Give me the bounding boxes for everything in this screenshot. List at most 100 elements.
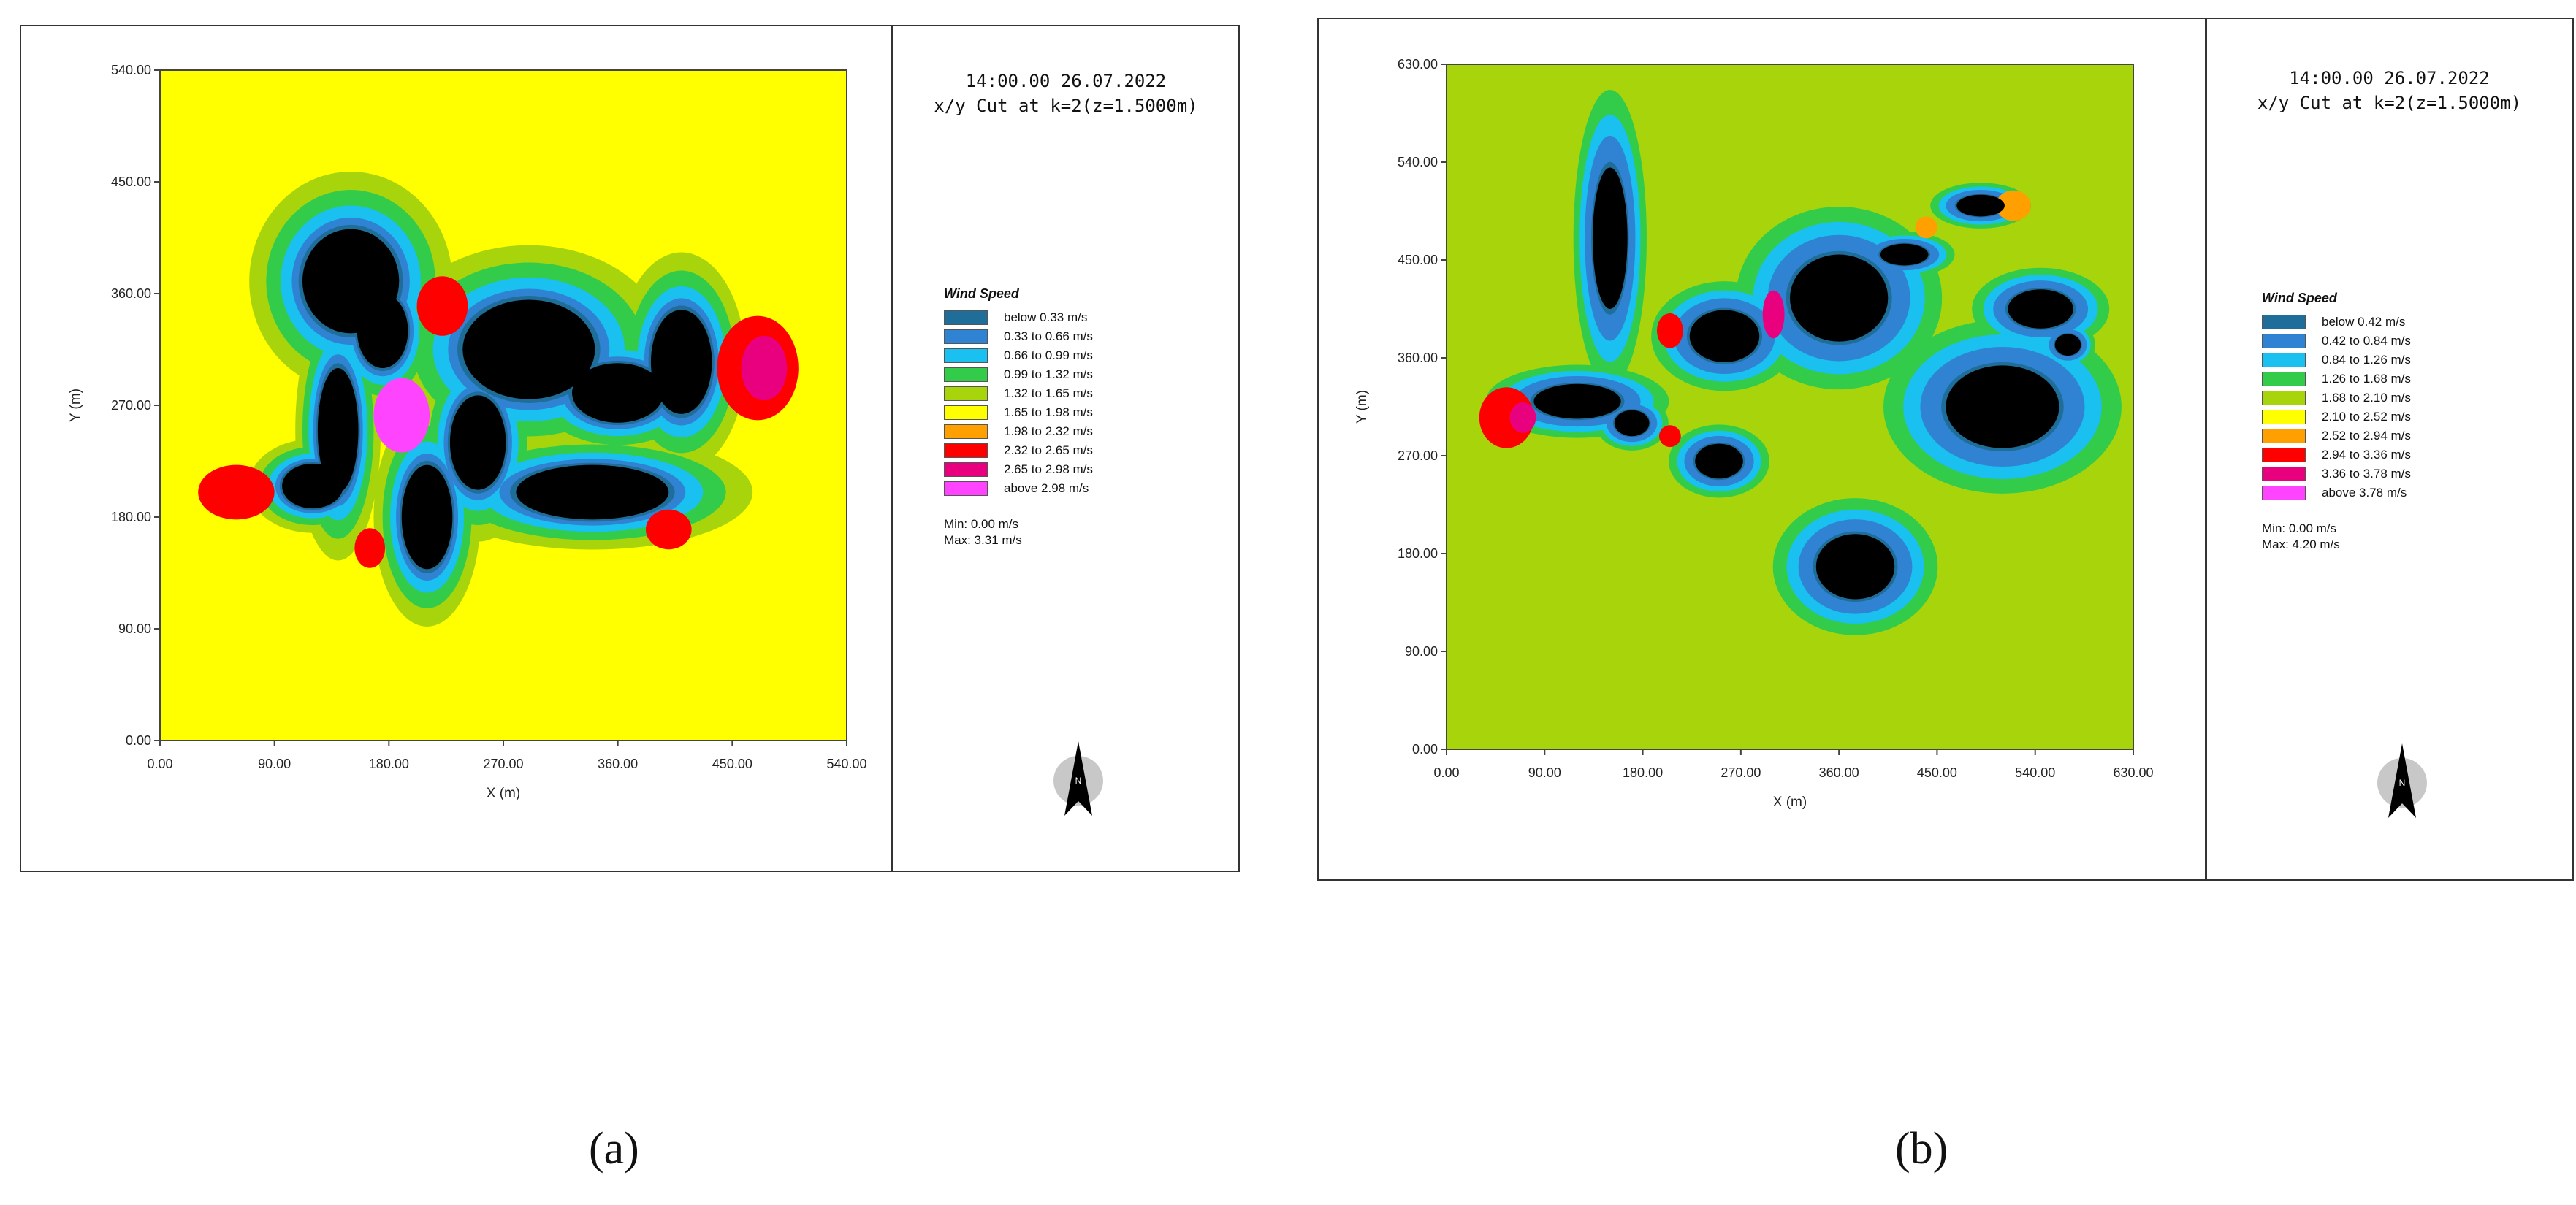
x-tick-label: 90.00	[1528, 765, 1561, 780]
legend-label: 0.84 to 1.26 m/s	[2322, 353, 2411, 367]
legend-swatch	[2262, 391, 2306, 405]
legend-entry: 1.32 to 1.65 m/s	[944, 385, 1093, 402]
building	[1695, 443, 1743, 479]
y-tick-label: 180.00	[1398, 546, 1438, 561]
legend-swatch	[944, 329, 988, 344]
legend-entry: 1.98 to 2.32 m/s	[944, 423, 1093, 440]
y-tick-label: 360.00	[111, 286, 151, 301]
legend-rows: below 0.42 m/s 0.42 to 0.84 m/s 0.84 to 1.…	[2262, 313, 2411, 502]
min-max: Min: 0.00 m/s Max: 3.31 m/s	[944, 516, 1093, 548]
hotspot	[1996, 190, 2031, 221]
x-axis-label: X (m)	[487, 786, 520, 801]
legend-rows: below 0.33 m/s 0.33 to 0.66 m/s 0.66 to 0.…	[944, 309, 1093, 497]
legend-swatch	[944, 424, 988, 439]
x-tick-label: 450.00	[1917, 765, 1957, 780]
x-tick-label: 90.00	[258, 757, 291, 771]
building	[1592, 167, 1628, 309]
legend-entry: 2.32 to 2.65 m/s	[944, 442, 1093, 459]
building	[1946, 365, 2059, 448]
y-tick-label: 270.00	[1398, 448, 1438, 463]
legend-swatch	[944, 367, 988, 382]
building	[1880, 243, 1929, 266]
legend-entry: 0.66 to 0.99 m/s	[944, 347, 1093, 364]
panel-divider	[891, 26, 893, 871]
hotspot	[354, 528, 386, 568]
x-tick-label: 450.00	[712, 757, 752, 771]
hotspot	[198, 464, 275, 520]
max-value: Max: 3.31 m/s	[944, 533, 1022, 547]
building	[572, 363, 664, 423]
cut-text: x/y Cut at k=2(z=1.5000m)	[934, 96, 1198, 116]
y-tick-label: 630.00	[1398, 57, 1438, 72]
max-value: Max: 4.20 m/s	[2262, 538, 2340, 551]
svg-text:N: N	[2399, 778, 2406, 788]
building	[650, 310, 712, 414]
min-max: Min: 0.00 m/s Max: 4.20 m/s	[2262, 521, 2411, 553]
x-tick-label: 540.00	[826, 757, 866, 771]
north-arrow-icon: N	[2377, 743, 2427, 818]
building	[2008, 289, 2073, 329]
legend-label: 2.10 to 2.52 m/s	[2322, 410, 2411, 424]
legend-entry: 2.94 to 3.36 m/s	[2262, 446, 2411, 464]
y-tick-label: 450.00	[111, 175, 151, 189]
legend-entry: 2.10 to 2.52 m/s	[2262, 408, 2411, 426]
x-tick-label: 270.00	[483, 757, 523, 771]
legend-entry: below 0.33 m/s	[944, 309, 1093, 326]
x-axis-label: X (m)	[1773, 795, 1807, 810]
building	[357, 294, 408, 368]
hotspot	[741, 335, 788, 401]
timestamp-text: 14:00.00 26.07.2022	[965, 71, 1167, 91]
cut-text: x/y Cut at k=2(z=1.5000m)	[2257, 93, 2522, 113]
legend-b: Wind Speed below 0.42 m/s 0.42 to 0.84 m/…	[2262, 291, 2411, 553]
y-tick-label: 90.00	[118, 621, 151, 636]
legend-label: 1.98 to 2.32 m/s	[1004, 424, 1093, 438]
y-tick-label: 540.00	[111, 63, 151, 77]
legend-label: below 0.33 m/s	[1004, 310, 1088, 324]
legend-entry: 2.52 to 2.94 m/s	[2262, 427, 2411, 445]
heatmap-plot-b: 0.00 90.00 180.00 270.00 360.00 450.00 540.00 6…	[1354, 57, 2154, 810]
panel-divider	[2205, 19, 2207, 879]
x-tick-label: 270.00	[1720, 765, 1761, 780]
legend-swatch	[2262, 467, 2306, 481]
building	[1689, 310, 1760, 362]
building	[1614, 410, 1650, 437]
chart-panel-a: 0.00 90.00 180.00 270.00 360.00 450.00 540.00 0…	[20, 25, 1240, 872]
hotspot	[373, 378, 430, 453]
caption-b: (b)	[1895, 1124, 1948, 1174]
building	[401, 464, 453, 570]
heatmap-field	[160, 70, 847, 741]
legend-label: 3.36 to 3.78 m/s	[2322, 467, 2411, 481]
legend-swatch	[2262, 410, 2306, 424]
y-tick-label: 360.00	[1398, 351, 1438, 365]
legend-swatch	[944, 386, 988, 401]
legend-swatch	[2262, 448, 2306, 462]
legend-label: 1.65 to 1.98 m/s	[1004, 405, 1093, 419]
hotspot	[645, 509, 692, 550]
building	[1533, 383, 1621, 419]
legend-swatch	[2262, 486, 2306, 500]
legend-label: below 0.42 m/s	[2322, 315, 2406, 329]
hotspot	[1656, 313, 1683, 348]
y-tick-label: 90.00	[1405, 644, 1438, 659]
x-tick-label: 0.00	[1433, 765, 1459, 780]
north-arrow-icon: N	[1053, 741, 1103, 816]
legend-entry: above 3.78 m/s	[2262, 484, 2411, 502]
legend-label: 0.33 to 0.66 m/s	[1004, 329, 1093, 343]
x-tick-label: 0.00	[147, 757, 172, 771]
timestamp-text: 14:00.00 26.07.2022	[2289, 68, 2490, 88]
legend-label: 2.52 to 2.94 m/s	[2322, 429, 2411, 443]
legend-entry: 0.42 to 0.84 m/s	[2262, 332, 2411, 350]
caption-a: (a)	[589, 1124, 639, 1174]
legend-label: 2.65 to 2.98 m/s	[1004, 462, 1093, 476]
legend-label: 1.32 to 1.65 m/s	[1004, 386, 1093, 400]
x-tick-label: 540.00	[2015, 765, 2055, 780]
building	[449, 395, 506, 490]
legend-label: 0.42 to 0.84 m/s	[2322, 334, 2411, 348]
legend-label: 0.66 to 0.99 m/s	[1004, 348, 1093, 362]
hotspot	[1915, 216, 1937, 239]
legend-label: 2.94 to 3.36 m/s	[2322, 448, 2411, 462]
legend-a: Wind Speed below 0.33 m/s 0.33 to 0.66 m/…	[944, 286, 1093, 548]
legend-label: 1.26 to 1.68 m/s	[2322, 372, 2411, 386]
legend-entry: 3.36 to 3.78 m/s	[2262, 465, 2411, 483]
svg-text:N: N	[1075, 776, 1082, 786]
